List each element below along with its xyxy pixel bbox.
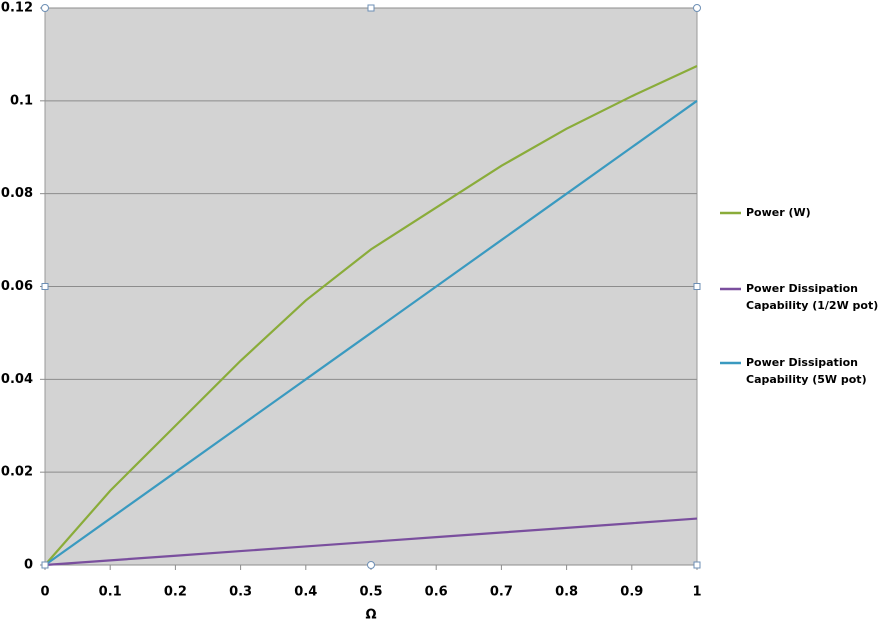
x-tick-label: 0.8: [555, 585, 578, 600]
handle: [41, 4, 49, 12]
handle: [693, 4, 701, 12]
x-tick-label: 0: [40, 585, 49, 600]
x-tick-label: 0.7: [490, 585, 513, 600]
x-tick-label: 1: [692, 585, 701, 600]
y-tick-label: 0: [24, 558, 33, 573]
series-line: [44, 517, 698, 567]
x-tick-label: 0.6: [425, 585, 448, 600]
handle: [367, 4, 375, 12]
y-tick-label: 0.02: [1, 465, 33, 480]
x-tick-label: 0.9: [620, 585, 643, 600]
handle: [41, 561, 49, 569]
x-axis-label: Ω: [365, 608, 376, 623]
y-tick-label: 0.08: [1, 186, 33, 201]
series-line: [44, 99, 698, 566]
x-tick-label: 0.2: [164, 585, 187, 600]
series-line: [44, 65, 698, 566]
y-tick-label: 0.12: [1, 1, 33, 16]
y-tick-label: 0.04: [1, 372, 33, 387]
handle: [693, 283, 701, 290]
x-tick-label: 0.1: [99, 585, 122, 600]
y-tick-label: 0.1: [10, 93, 33, 108]
legend-label: Power Dissipation Capability (1/2W pot): [746, 282, 879, 312]
handle: [41, 283, 49, 290]
x-tick-label: 0.5: [359, 585, 382, 600]
handle: [693, 561, 701, 569]
y-tick-label: 0.06: [1, 279, 33, 294]
legend-label: Power Dissipation Capability (5W pot): [746, 356, 867, 386]
x-tick-label: 0.4: [294, 585, 317, 600]
handle: [367, 561, 375, 569]
x-tick-label: 0.3: [229, 585, 252, 600]
legend-label: Power (W): [746, 206, 811, 219]
